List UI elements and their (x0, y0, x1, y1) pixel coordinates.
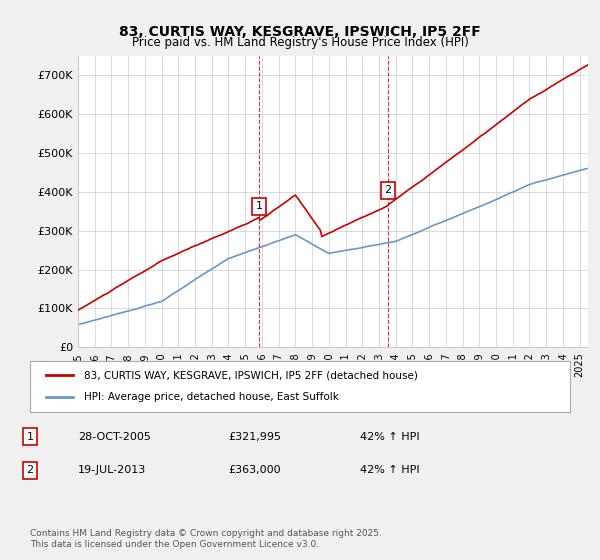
Text: Price paid vs. HM Land Registry's House Price Index (HPI): Price paid vs. HM Land Registry's House … (131, 36, 469, 49)
Text: £321,995: £321,995 (228, 432, 281, 442)
Text: 42% ↑ HPI: 42% ↑ HPI (360, 432, 419, 442)
Text: £363,000: £363,000 (228, 465, 281, 475)
Text: 28-OCT-2005: 28-OCT-2005 (78, 432, 151, 442)
Text: 2: 2 (26, 465, 34, 475)
Text: 83, CURTIS WAY, KESGRAVE, IPSWICH, IP5 2FF (detached house): 83, CURTIS WAY, KESGRAVE, IPSWICH, IP5 2… (84, 370, 418, 380)
Text: 19-JUL-2013: 19-JUL-2013 (78, 465, 146, 475)
Text: 42% ↑ HPI: 42% ↑ HPI (360, 465, 419, 475)
Text: 1: 1 (256, 201, 262, 211)
Text: Contains HM Land Registry data © Crown copyright and database right 2025.
This d: Contains HM Land Registry data © Crown c… (30, 529, 382, 549)
Text: 2: 2 (385, 185, 392, 195)
Text: HPI: Average price, detached house, East Suffolk: HPI: Average price, detached house, East… (84, 393, 339, 403)
Text: 83, CURTIS WAY, KESGRAVE, IPSWICH, IP5 2FF: 83, CURTIS WAY, KESGRAVE, IPSWICH, IP5 2… (119, 25, 481, 39)
Text: 1: 1 (26, 432, 34, 442)
